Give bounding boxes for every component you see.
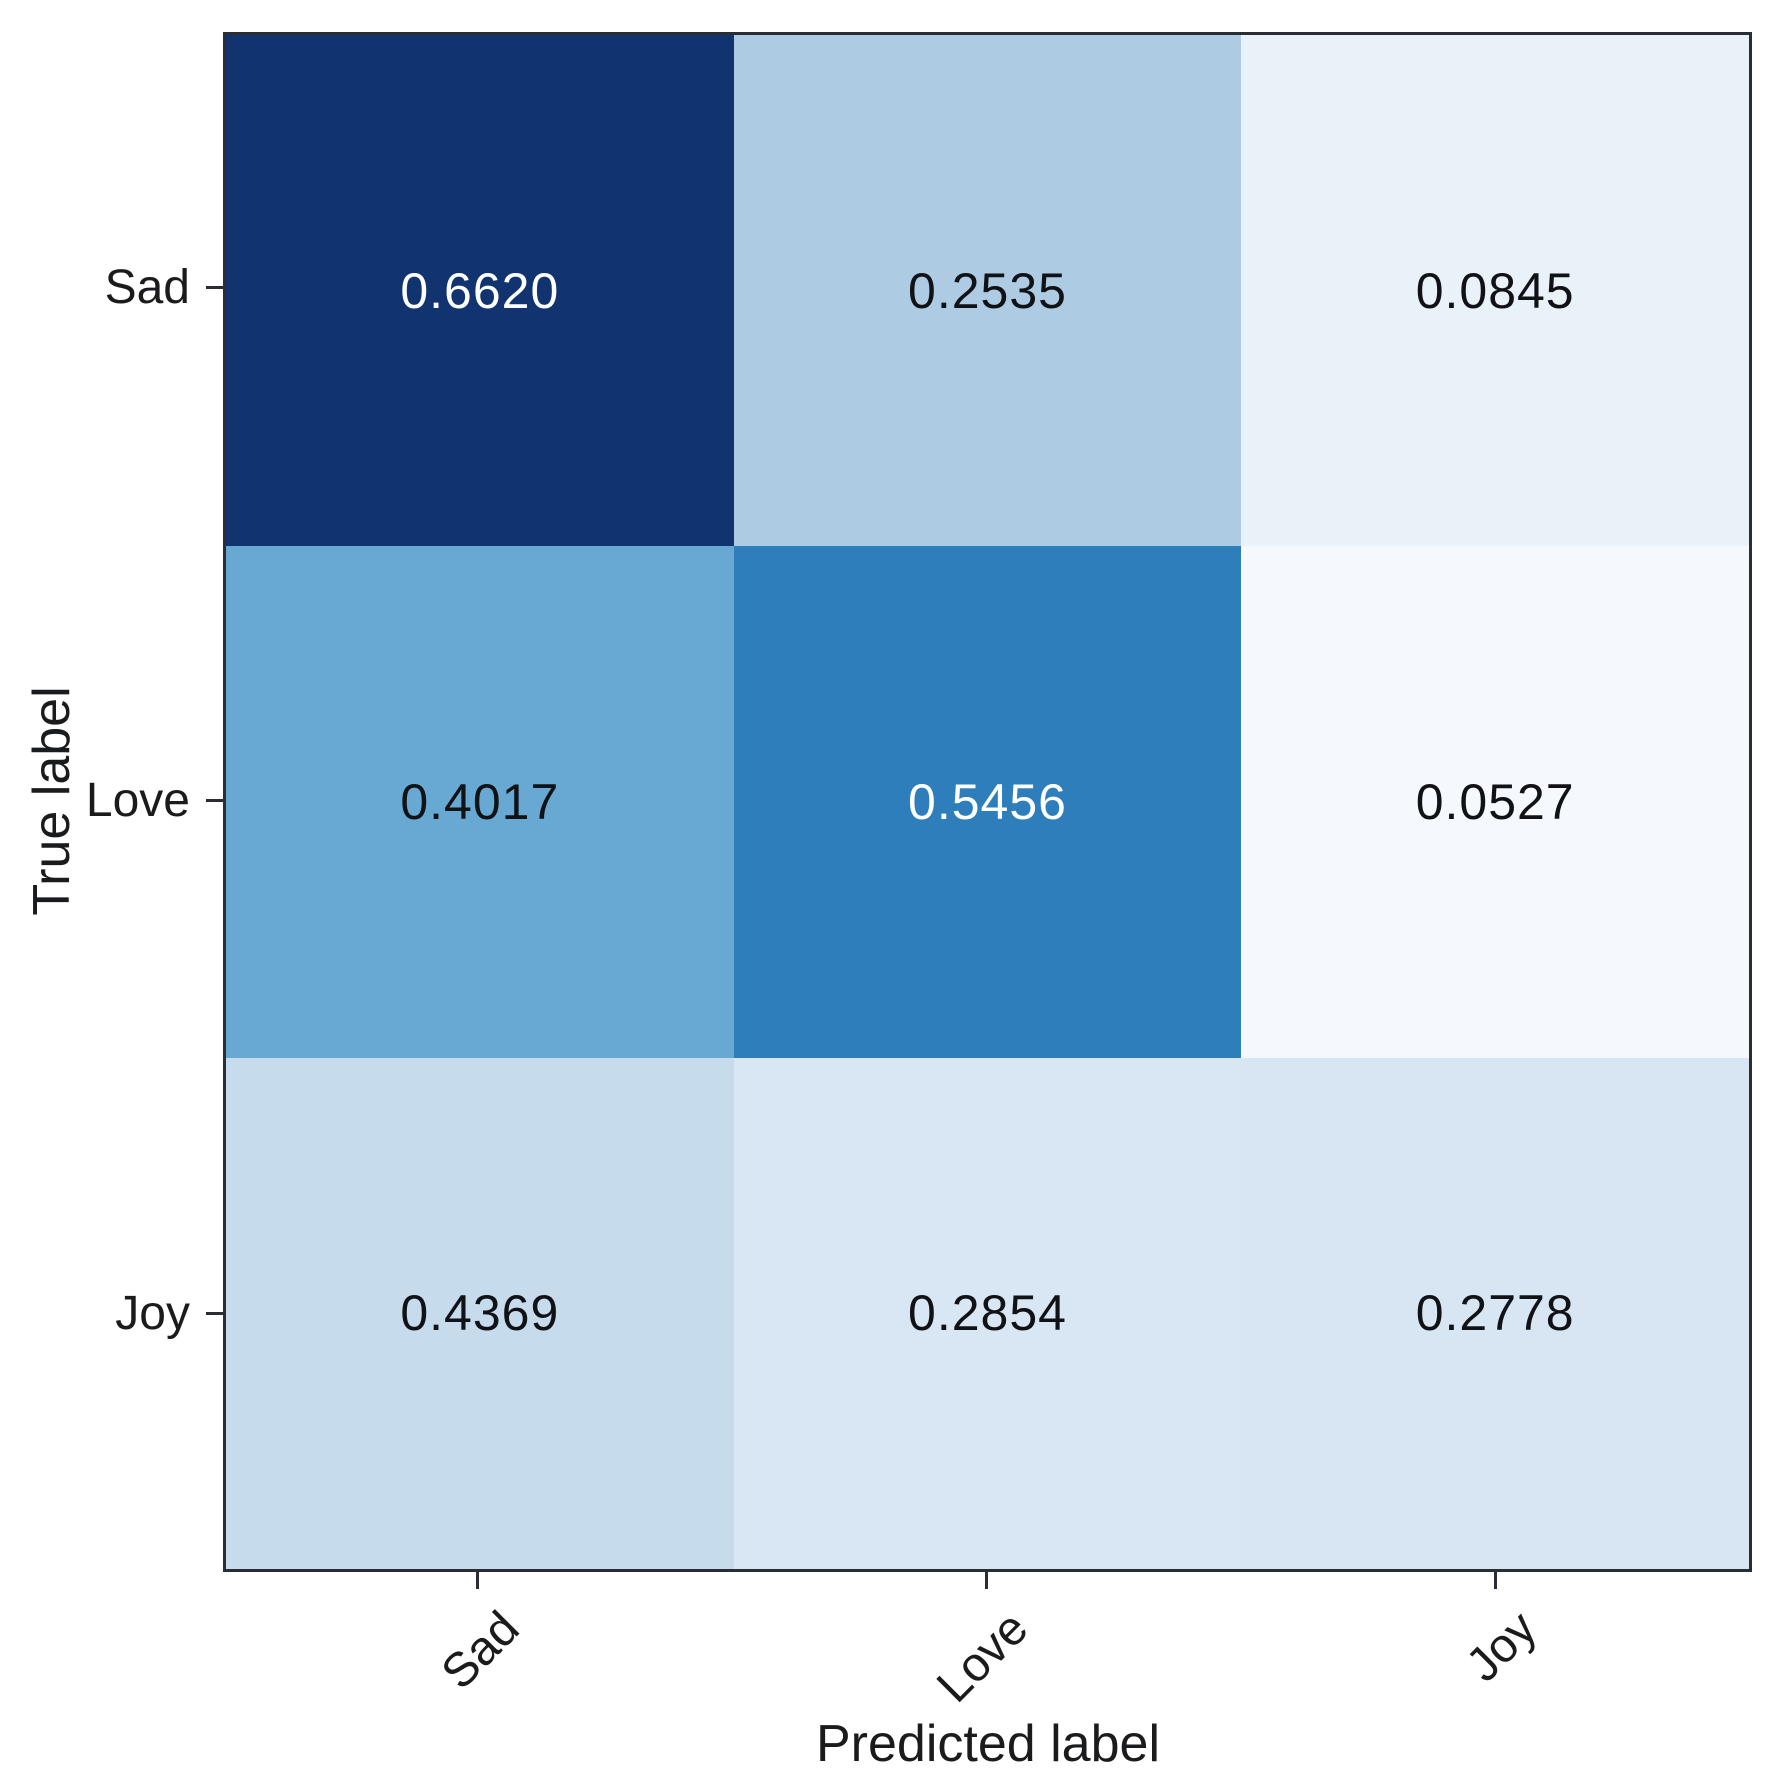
x-tick-label-sad: Sad xyxy=(431,1601,530,1700)
matrix-cell-sad-joy: 0.0845 xyxy=(1241,35,1749,547)
x-tick-joy xyxy=(1494,1572,1497,1589)
matrix-cell-joy-joy: 0.2778 xyxy=(1241,1057,1749,1569)
y-tick-sad xyxy=(206,286,223,289)
x-axis-title: Predicted label xyxy=(816,1715,1160,1773)
matrix-cell-love-sad: 0.4017 xyxy=(226,546,734,1058)
heatmap-plot: 0.6620 0.2535 0.0845 0.4017 0.5456 0.052… xyxy=(223,32,1752,1572)
x-tick-sad xyxy=(476,1572,479,1589)
y-tick-love xyxy=(206,799,223,802)
y-tick-joy xyxy=(206,1312,223,1315)
matrix-cell-joy-love: 0.2854 xyxy=(733,1057,1242,1569)
x-tick-love xyxy=(985,1572,988,1589)
matrix-cell-sad-sad: 0.6620 xyxy=(226,35,734,547)
x-tick-label-love: Love xyxy=(927,1601,1039,1713)
y-tick-label-sad: Sad xyxy=(104,261,190,314)
y-tick-label-joy: Joy xyxy=(115,1287,190,1340)
x-tick-label-joy: Joy xyxy=(1456,1601,1548,1693)
matrix-cell-love-love: 0.5456 xyxy=(733,546,1242,1058)
matrix-cell-joy-sad: 0.4369 xyxy=(226,1057,734,1569)
matrix-cell-sad-love: 0.2535 xyxy=(733,35,1242,547)
y-tick-label-love: Love xyxy=(85,774,190,827)
y-axis-title: True label xyxy=(23,686,81,916)
matrix-cell-love-joy: 0.0527 xyxy=(1241,546,1749,1058)
